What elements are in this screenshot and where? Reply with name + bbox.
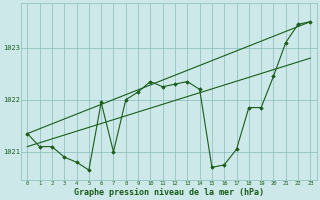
X-axis label: Graphe pression niveau de la mer (hPa): Graphe pression niveau de la mer (hPa) (74, 188, 264, 197)
